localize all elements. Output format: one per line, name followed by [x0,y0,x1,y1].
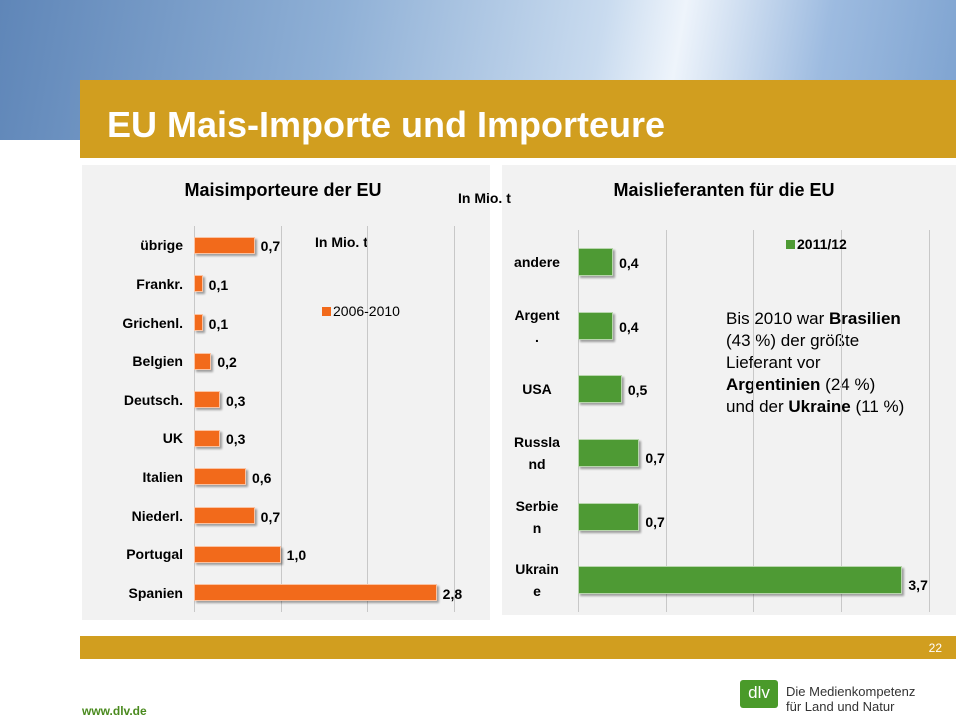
bar [578,438,640,467]
value-label: 0,2 [217,354,237,371]
category-label: Argent . [514,306,560,345]
value-label: 0,3 [226,392,246,409]
grid-line [665,230,667,612]
value-label: 3,7 [908,577,928,594]
annotation: In Mio. t [458,190,511,206]
grid-line [454,226,455,612]
category-label: Portugal [126,546,183,563]
bar [194,236,255,254]
text-segment: Brasilien [829,309,901,328]
category-label: Serbie n [515,497,559,536]
grid-line [753,230,755,612]
category-label: Spanien [128,584,183,601]
value-label: 2,8 [442,585,463,602]
logo: dlv [740,680,778,708]
category-label: Deutsch. [123,391,183,408]
bar [194,545,281,563]
text-segment: (24 %) und der [726,375,876,416]
legend-swatch [322,307,331,316]
text-segment: Ukraine [788,397,851,416]
chart-title: Maisimporteure der EU [184,180,382,200]
value-label: 0,7 [645,513,665,530]
value-label: 0,7 [645,449,665,466]
bar [194,507,255,524]
bar [578,311,614,340]
bar [194,352,212,370]
category-label: USA [522,381,552,398]
category-label: andere [514,253,560,270]
annotation: In Mio. t [315,234,368,250]
url: www.dlv.de [82,704,147,718]
bar [578,375,622,404]
legend-label: 2011/12 [797,236,847,252]
value-label: 0,7 [260,508,281,525]
chart-panel [82,165,490,620]
text-block: Bis 2010 war Brasilien (43 %) der größte… [726,308,906,418]
category-label: Grichenl. [122,314,183,331]
text-segment: Argentinien [726,375,821,394]
value-label: 0,1 [208,276,229,293]
chart-title: Maislieferanten für die EU [613,180,835,200]
category-label: Niederl. [131,507,183,524]
value-label: 0,6 [252,469,272,486]
category-label: Russla nd [514,433,560,472]
value-label: 1,0 [286,547,307,564]
chart-panel [502,165,956,615]
legend-label: 2006-2010 [333,303,400,319]
bar [578,247,614,276]
category-label: Frankr. [136,275,183,292]
claim: Die Medienkompetenz für Land und Natur [786,684,916,714]
legend-swatch [786,240,795,249]
bar [194,275,203,293]
grid-line [578,230,579,612]
grid-line [841,230,843,612]
bar [578,566,903,595]
category-label: UK [162,430,183,447]
category-label: Italien [142,468,183,485]
footer-band [80,636,956,659]
category-label: Belgien [132,353,183,370]
grid-line [928,230,930,612]
text-segment: (43 %) der größte Lieferant vor [726,331,860,372]
bar [578,502,640,531]
value-label: 0,4 [619,318,639,335]
bar [194,584,437,602]
category-label: übrige [140,237,183,254]
value-label: 0,5 [627,382,648,399]
slide-title: EU Mais-Importe und Importeure [107,104,666,145]
page-number: 22 [928,641,942,655]
grid-line [194,226,195,612]
grid-line [280,226,282,612]
bar [194,314,203,331]
bar [194,468,246,486]
legend: 2006-2010 [322,303,400,319]
bar [194,429,220,447]
value-label: 0,7 [260,238,281,255]
value-label: 0,4 [619,254,639,271]
legend: 2011/12 [786,236,847,252]
grid-line [367,226,369,612]
value-label: 0,3 [226,431,246,448]
bar [194,391,220,409]
category-label: Ukrain e [515,561,559,600]
value-label: 0,1 [208,315,229,332]
text-segment: Bis 2010 war [726,309,829,328]
text-segment: (11 %) [850,397,905,416]
title-band [80,80,956,158]
